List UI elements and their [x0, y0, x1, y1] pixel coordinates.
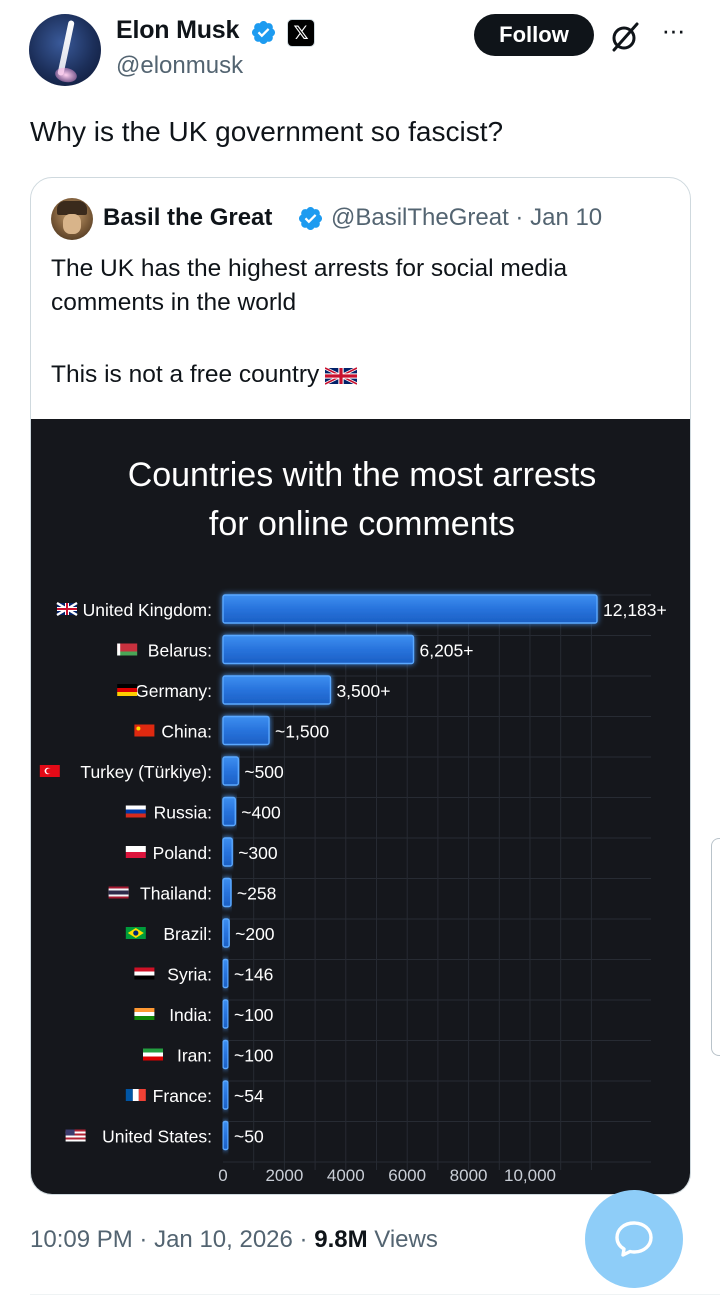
x-tick-label: 6000	[388, 1166, 426, 1185]
views-count[interactable]: 9.8M	[314, 1226, 368, 1253]
quoted-text-line-2: This is not a free country	[51, 361, 320, 388]
x-tick-label: 4000	[327, 1166, 365, 1185]
chart-image[interactable]: Countries with the most arrests for onli…	[31, 419, 690, 1194]
category-label: China:	[161, 722, 212, 742]
flag-germany-icon	[117, 684, 138, 696]
bar	[222, 837, 233, 867]
value-label: ~258	[237, 884, 276, 904]
divider	[30, 1294, 720, 1295]
bar	[222, 958, 229, 989]
bar	[222, 1039, 229, 1070]
category-label: Turkey (Türkiye):	[80, 762, 212, 782]
value-label: 3,500+	[336, 681, 390, 701]
value-label: ~300	[238, 843, 278, 863]
uk-flag-icon	[325, 366, 358, 386]
value-label: 12,183+	[603, 600, 667, 620]
bar-chart: Countries with the most arrests for onli…	[39, 456, 667, 1185]
quoted-tweet[interactable]: Basil the Great @BasilTheGreat · Jan 10 …	[30, 177, 691, 1195]
quoted-author-handle-date[interactable]: @BasilTheGreat · Jan 10	[331, 204, 603, 231]
value-label: ~146	[234, 965, 273, 985]
value-label: ~1,500	[275, 722, 329, 742]
chart-title-line-2: for online comments	[209, 505, 515, 543]
flag-poland-icon	[125, 846, 146, 858]
category-label: Poland:	[153, 843, 212, 863]
reply-bubble-icon	[615, 1221, 653, 1257]
flag-russia-icon	[125, 805, 146, 818]
value-label: 6,205+	[419, 641, 473, 661]
x-affiliation-icon: 𝕏	[287, 19, 315, 47]
category-label: Thailand:	[140, 884, 212, 904]
value-label: ~100	[234, 1046, 274, 1066]
grok-icon[interactable]	[608, 20, 642, 54]
category-label: Iran:	[177, 1046, 212, 1066]
bar	[222, 1120, 229, 1151]
value-label: ~54	[234, 1086, 264, 1106]
verified-badge-icon	[298, 206, 323, 231]
quoted-text-line-1: The UK has the highest arrests for socia…	[51, 255, 568, 316]
x-tick-label: 8000	[450, 1166, 488, 1185]
category-label: United Kingdom:	[83, 600, 212, 620]
bar	[222, 715, 270, 746]
flag-china-icon	[134, 724, 155, 737]
follow-button[interactable]: Follow	[474, 14, 594, 56]
tweet-time[interactable]: 10:09 PM	[30, 1226, 133, 1253]
tweet-text: Why is the UK government so fascist?	[30, 116, 504, 147]
tweet-timestamp-row[interactable]: 10:09 PM · Jan 10, 2026 · 9.8M Views	[30, 1226, 438, 1254]
value-label: ~200	[235, 924, 275, 944]
flag-turkey-icon	[39, 765, 60, 777]
more-options-icon[interactable]: ···	[661, 15, 686, 45]
quoted-author-name[interactable]: Basil the Great	[103, 204, 273, 231]
x-tick-label: 0	[218, 1166, 227, 1185]
flag-uk-icon	[56, 601, 78, 617]
compose-reply-button[interactable]	[585, 1190, 683, 1288]
quoted-tweet-text: The UK has the highest arrests for socia…	[51, 252, 671, 392]
verified-badge-icon	[251, 20, 276, 45]
category-label: Russia:	[154, 803, 212, 823]
category-label: India:	[169, 1005, 212, 1025]
flag-iran-icon	[143, 1048, 163, 1061]
category-label: Brazil:	[163, 924, 212, 944]
author-display-name[interactable]: Elon Musk	[116, 16, 240, 44]
bar	[222, 756, 240, 786]
separator: ·	[299, 1226, 308, 1253]
bar	[222, 877, 232, 908]
value-label: ~100	[234, 1005, 274, 1025]
category-label: Germany:	[135, 681, 212, 701]
flag-brazil-icon	[125, 927, 146, 939]
category-label: France:	[153, 1086, 212, 1106]
x-tick-label: 2000	[265, 1166, 303, 1185]
category-label: Syria:	[167, 965, 212, 985]
x-tick-label: 10,000	[504, 1166, 556, 1185]
bar	[222, 634, 415, 665]
bar	[222, 594, 598, 624]
category-label: Belarus:	[148, 641, 212, 661]
bar	[222, 675, 332, 705]
bar	[222, 1080, 229, 1110]
separator: ·	[139, 1226, 148, 1253]
flag-thailand-icon	[108, 886, 129, 899]
scroll-handle[interactable]	[711, 838, 720, 1056]
flag-usa-icon	[65, 1129, 86, 1142]
value-label: ~400	[241, 803, 281, 823]
quoted-author-avatar[interactable]	[51, 198, 93, 240]
author-avatar[interactable]	[29, 14, 101, 86]
bar	[222, 999, 229, 1029]
views-label[interactable]: Views	[374, 1226, 438, 1253]
bar	[222, 796, 236, 827]
value-label: ~500	[244, 762, 284, 782]
flag-syria-icon	[134, 967, 155, 980]
flag-india-icon	[134, 1008, 155, 1020]
category-label: United States:	[102, 1127, 212, 1147]
value-label: ~50	[234, 1127, 264, 1147]
flag-france-icon	[125, 1089, 146, 1101]
bar	[222, 918, 230, 948]
flag-belarus-icon	[117, 643, 138, 656]
chart-title-line-1: Countries with the most arrests	[128, 456, 597, 494]
author-handle[interactable]: @elonmusk	[116, 52, 244, 79]
tweet-date[interactable]: Jan 10, 2026	[154, 1226, 293, 1253]
